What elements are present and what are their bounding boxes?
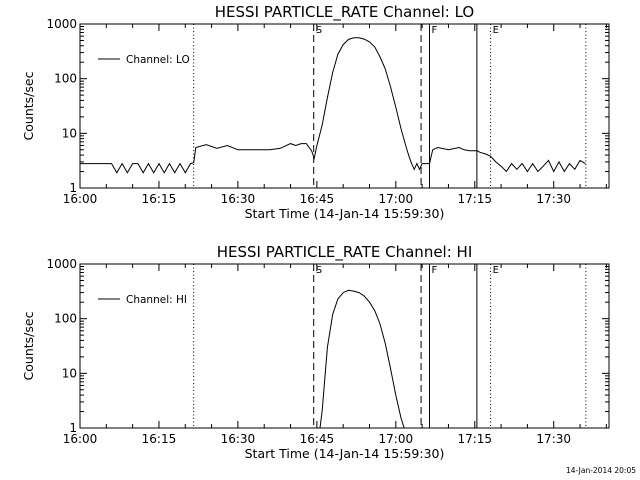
panel-1-x-tick-label: 16:45 bbox=[300, 192, 335, 206]
panel-2-y-tick-label: 1000 bbox=[46, 257, 77, 271]
panel-1-x-tick-label: 17:30 bbox=[536, 192, 571, 206]
panel-1-x-tick-label: 17:15 bbox=[457, 192, 492, 206]
panel-1-y-tick-label: 1 bbox=[69, 181, 77, 195]
panel-1-y-tick-label: 10 bbox=[62, 126, 77, 140]
panel-2-plot-frame bbox=[79, 263, 610, 429]
panel-2-y-axis-label: Counts/sec bbox=[21, 311, 36, 380]
panel-2-event-marker-label: S bbox=[316, 265, 322, 276]
panel-1-event-marker-label: E bbox=[493, 25, 499, 36]
panel-2-title: HESSI PARTICLE_RATE Channel: HI bbox=[217, 243, 473, 262]
panel-2-x-tick-label: 16:30 bbox=[221, 432, 256, 446]
panel-1-legend-label: Channel: LO bbox=[126, 54, 190, 66]
panel-2-x-tick-label: 17:00 bbox=[379, 432, 414, 446]
panel-2-legend-label: Channel: HI bbox=[126, 294, 187, 306]
panel-1-series-line bbox=[80, 37, 586, 174]
panel-1-event-marker-label: S bbox=[316, 25, 322, 36]
panel-2-y-tick-label: 1 bbox=[69, 421, 77, 435]
panel-1-title: HESSI PARTICLE_RATE Channel: LO bbox=[215, 3, 474, 22]
panel-1-x-axis-label: Start Time (14-Jan-14 15:59:30) bbox=[245, 206, 445, 221]
panel-2-x-axis-label: Start Time (14-Jan-14 15:59:30) bbox=[245, 446, 445, 461]
panel-2-y-tick-label: 100 bbox=[54, 312, 77, 326]
panel-1-x-tick-label: 17:00 bbox=[379, 192, 414, 206]
panel-2-event-marker-label: E bbox=[493, 265, 499, 276]
panel-2-x-tick-label: 17:15 bbox=[457, 432, 492, 446]
panel-1-x-tick-label: 16:15 bbox=[142, 192, 177, 206]
panel-1-y-tick-label: 100 bbox=[54, 72, 77, 86]
panel-2-x-tick-label: 16:15 bbox=[142, 432, 177, 446]
panel-2-series-line bbox=[319, 289, 405, 429]
panel-2-y-tick-label: 10 bbox=[62, 366, 77, 380]
panel-1-event-marker-label: F bbox=[432, 25, 438, 36]
panel-1-y-axis-label: Counts/sec bbox=[21, 71, 36, 140]
panel-2-x-tick-label: 16:45 bbox=[300, 432, 335, 446]
panel-1-x-tick-label: 16:00 bbox=[63, 192, 98, 206]
timestamp: 14-Jan-2014 20:05 bbox=[565, 466, 636, 475]
panel-1-plot-frame bbox=[79, 23, 610, 189]
panel-2-x-tick-label: 17:30 bbox=[536, 432, 571, 446]
panel-2-x-tick-label: 16:00 bbox=[63, 432, 98, 446]
panel-2-event-marker-label: F bbox=[432, 265, 438, 276]
panel-1-y-tick-label: 1000 bbox=[46, 17, 77, 31]
panel-1-x-tick-label: 16:30 bbox=[221, 192, 256, 206]
